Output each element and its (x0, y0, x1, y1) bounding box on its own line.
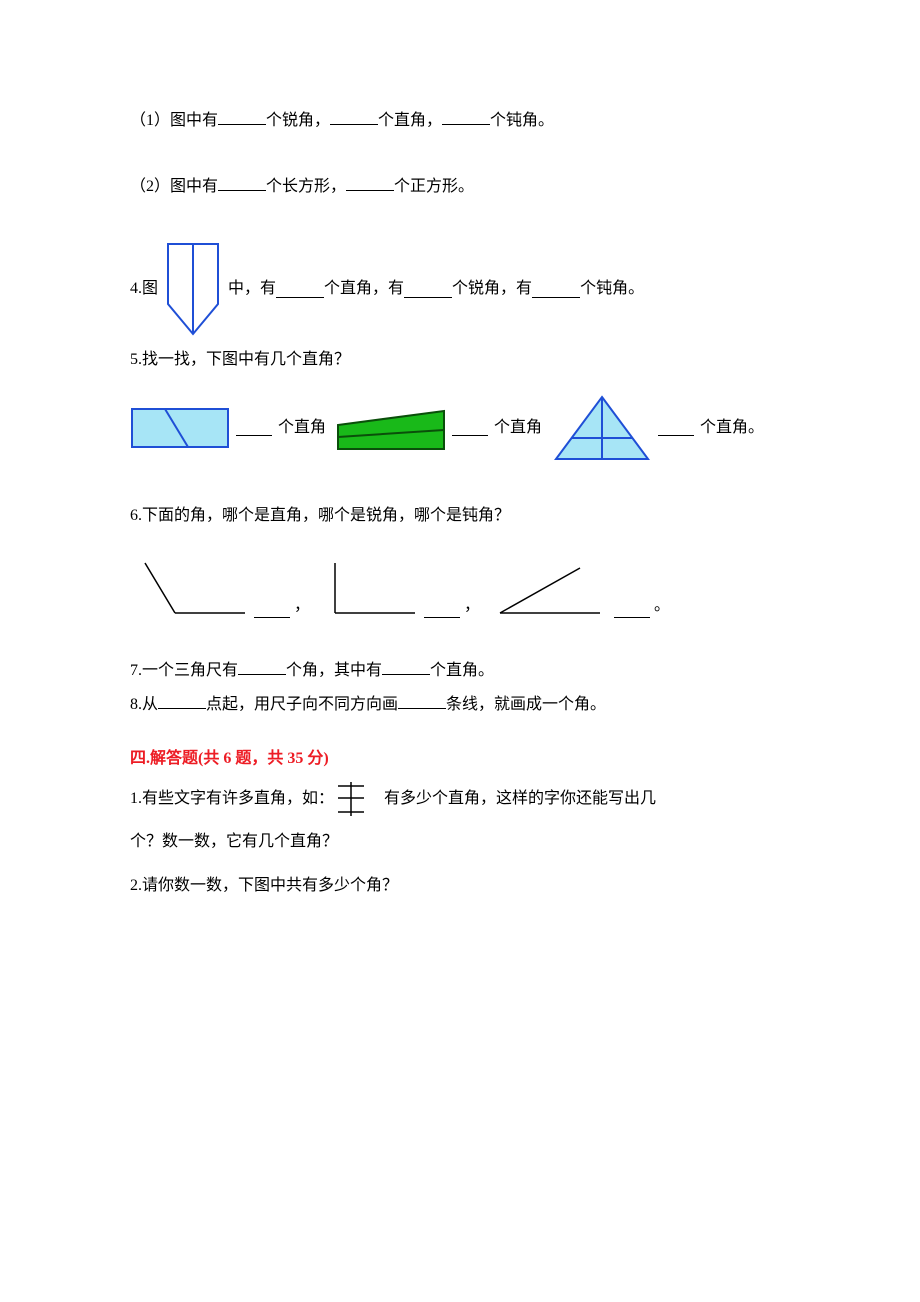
text: 个锐角， (266, 112, 330, 129)
blank[interactable] (658, 419, 694, 436)
blank[interactable] (452, 419, 488, 436)
q6-item-1: ， (130, 558, 310, 618)
q5-shapes-row: 个直角 个直角 个直角。 (130, 393, 790, 463)
blank[interactable] (254, 601, 290, 618)
text: （1）图中有 (130, 112, 218, 129)
blank[interactable] (238, 658, 286, 675)
acute-angle-icon (490, 563, 610, 618)
triangle-shape (552, 393, 652, 463)
s4q1-line1: 1.有些文字有许多直角，如： 有多少个直角，这样的字你还能写出几 (130, 781, 790, 816)
q3-part1: （1）图中有 个锐角， 个直角， 个钝角。 (130, 108, 790, 134)
blank[interactable] (442, 108, 490, 125)
blank[interactable] (346, 174, 394, 191)
text: 个角，其中有 (286, 662, 382, 679)
text: 7.一个三角尺有 (130, 662, 238, 679)
worksheet-page: （1）图中有个锐角，个直角，个钝角。 （2）图中有个长方形，个正方形。 4.图 … (0, 0, 920, 971)
text: 个直角， (378, 112, 442, 129)
s4q1-line2: 个？数一数，它有几个直角？ (130, 824, 790, 859)
blank[interactable] (236, 419, 272, 436)
blank[interactable] (218, 108, 266, 125)
q6-item-3: 。 (490, 563, 670, 618)
trapezoid-shape (336, 405, 446, 451)
blank[interactable] (398, 692, 446, 709)
blank[interactable] (330, 108, 378, 125)
section4-title: 四.解答题(共 6 题，共 35 分) (130, 746, 790, 772)
q4-prefix: 4.图 (130, 276, 158, 302)
comma: ， (294, 593, 310, 619)
s4q2: 2.请你数一数，下图中共有多少个角？ (130, 868, 790, 903)
q4-mid2: 个直角，有 (324, 276, 404, 302)
text: 个钝角。 (490, 112, 554, 129)
q6-angles-row: ， ， 。 (130, 558, 790, 618)
pentagon-shape (158, 239, 228, 339)
q6-item-2: ， (320, 558, 480, 618)
q4-row: 4.图 中，有 个直角，有 个锐角，有 个钝角。 (130, 239, 790, 339)
q7: 7.一个三角尺有 个角，其中有 个直角。 (130, 658, 790, 684)
q5-title: 5.找一找，下图中有几个直角？ (130, 347, 790, 373)
right-angle-icon (320, 558, 420, 618)
text: 个直角。 (430, 662, 494, 679)
obtuse-angle-icon (130, 558, 250, 618)
blank[interactable] (424, 601, 460, 618)
period: 。 (654, 593, 670, 619)
comma: ， (464, 593, 480, 619)
rectangle-diagonal-shape (130, 407, 230, 449)
q6-title: 6.下面的角，哪个是直角，哪个是锐角，哪个是钝角？ (130, 503, 790, 529)
blank[interactable] (404, 281, 452, 298)
blank[interactable] (532, 281, 580, 298)
blank[interactable] (158, 692, 206, 709)
text: 有多少个直角，这样的字你还能写出几 (368, 790, 656, 807)
text: 条线，就画成一个角。 (446, 696, 606, 713)
q4-mid1: 中，有 (228, 276, 276, 302)
q8: 8.从 点起，用尺子向不同方向画 条线，就画成一个角。 (130, 692, 790, 718)
q4-mid3: 个锐角，有 (452, 276, 532, 302)
text: 1.有些文字有许多直角，如： (130, 790, 334, 807)
label: 个直角 (278, 415, 326, 441)
label: 个直角 (494, 415, 542, 441)
blank[interactable] (614, 601, 650, 618)
q5-item-2: 个直角 (336, 405, 542, 451)
blank[interactable] (218, 174, 266, 191)
text: 点起，用尺子向不同方向画 (206, 696, 398, 713)
text: 个长方形， (266, 178, 346, 195)
q5-item-3: 个直角。 (552, 393, 764, 463)
label: 个直角。 (700, 415, 764, 441)
text: （2）图中有 (130, 178, 218, 195)
q4-suffix: 个钝角。 (580, 276, 644, 302)
blank[interactable] (276, 281, 324, 298)
text: 8.从 (130, 696, 158, 713)
q5-item-1: 个直角 (130, 407, 326, 449)
blank[interactable] (382, 658, 430, 675)
text: 个正方形。 (394, 178, 474, 195)
wang-character-icon (334, 782, 368, 816)
q3-part2: （2）图中有 个长方形， 个正方形。 (130, 174, 790, 200)
